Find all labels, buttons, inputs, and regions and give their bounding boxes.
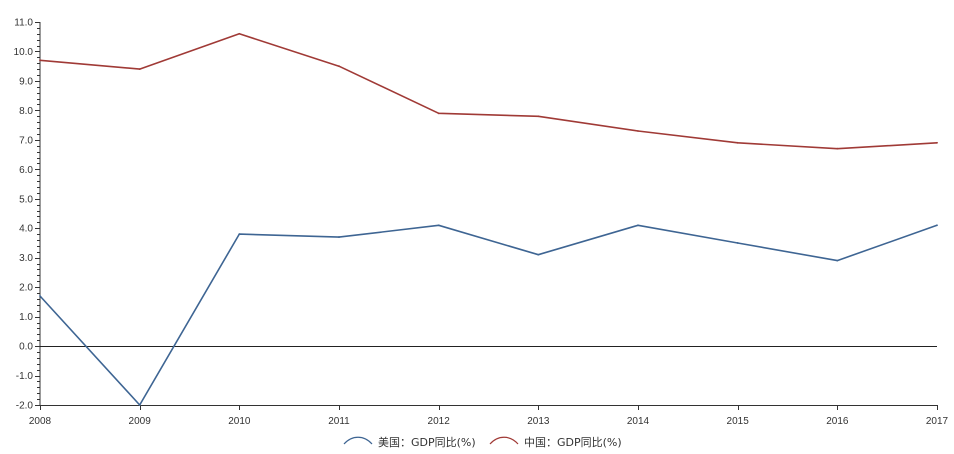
y-tick-label: -1.0: [16, 371, 34, 382]
y-tick-label: 11.0: [14, 18, 33, 29]
data-point: [338, 65, 340, 68]
legend-label-usa: 美国：GDP同比(%): [378, 436, 476, 449]
data-point: [736, 242, 739, 244]
data-point: [637, 130, 639, 132]
data-point: [39, 295, 41, 297]
x-tick-label: 2012: [428, 416, 451, 427]
series-lines: [39, 32, 938, 406]
data-point: [437, 224, 440, 227]
y-tick-label: 6.0: [19, 165, 33, 176]
data-point: [637, 224, 639, 227]
series-line-usa: [39, 224, 938, 406]
data-point: [836, 259, 839, 262]
x-axis: 2008 2009 2010 2011 2012 2013 2014 2015 2016 2017: [29, 405, 949, 427]
x-tick-label: 2015: [727, 416, 750, 427]
y-tick-label: 2.0: [19, 283, 33, 294]
legend-label-china: 中国：GDP同比(%): [524, 436, 622, 449]
x-tick-label: 2014: [627, 416, 650, 427]
x-tick-label: 2011: [328, 416, 350, 427]
y-tick-label: 4.0: [19, 224, 33, 235]
x-tick-label: 2009: [129, 416, 152, 427]
y-axis: -2.0 -1.0 0.0 1.0 2.0 3.0 4.0 5.0 6.0 7.0 8.0 9.0 10…: [14, 18, 41, 412]
y-tick-label: 0.0: [19, 342, 33, 353]
x-tick-label: 2008: [29, 416, 52, 427]
data-point: [238, 233, 241, 236]
data-point: [238, 32, 241, 35]
x-tick-label: 2016: [826, 416, 849, 427]
y-tick-label: 5.0: [19, 194, 33, 205]
data-point: [138, 68, 141, 71]
y-tick-label: 8.0: [19, 106, 33, 117]
y-tick-label: -2.0: [16, 401, 34, 412]
legend-swatch-china: [489, 436, 519, 445]
data-point: [138, 404, 141, 406]
legend: 美国：GDP同比(%) 中国：GDP同比(%): [343, 436, 622, 449]
data-point: [936, 141, 938, 144]
data-point: [537, 115, 540, 118]
x-tick-label: 2013: [527, 416, 550, 427]
x-tick-label: 2010: [228, 416, 251, 427]
y-tick-label: 7.0: [19, 135, 33, 146]
y-tick-label: 10.0: [14, 47, 34, 58]
series-line-china: [39, 32, 938, 150]
data-point: [736, 141, 739, 144]
data-point: [39, 59, 41, 62]
data-point: [537, 253, 540, 256]
legend-swatch-usa: [343, 436, 373, 445]
x-tick-label: 2017: [926, 416, 949, 427]
data-point: [936, 224, 938, 227]
data-point: [836, 147, 839, 150]
data-point: [338, 236, 340, 238]
y-tick-label: 3.0: [19, 253, 33, 264]
y-tick-label: 1.0: [19, 312, 33, 323]
y-tick-label: 9.0: [19, 76, 33, 87]
data-point: [437, 112, 440, 115]
